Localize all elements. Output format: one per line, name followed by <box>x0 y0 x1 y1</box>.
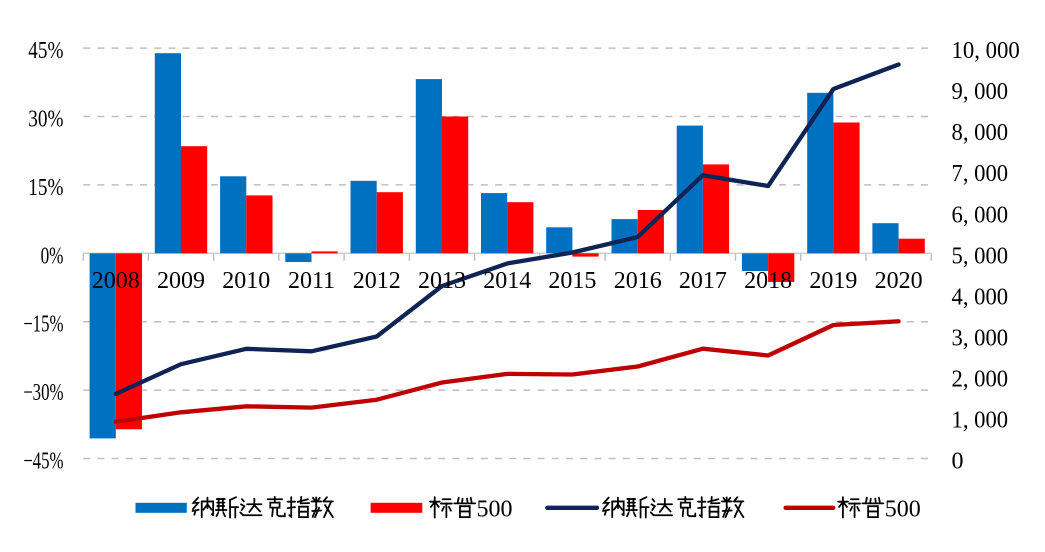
svg-text:−45%: −45% <box>23 449 63 475</box>
svg-text:2, 000: 2, 000 <box>952 366 1009 392</box>
svg-text:0%: 0% <box>41 243 64 269</box>
svg-text:500: 500 <box>477 497 513 523</box>
svg-text:2019: 2019 <box>809 268 857 294</box>
svg-text:2015: 2015 <box>548 268 596 294</box>
svg-text:2009: 2009 <box>157 268 205 294</box>
svg-text:10, 000: 10, 000 <box>952 38 1020 64</box>
svg-text:2011: 2011 <box>288 268 335 294</box>
svg-text:−30%: −30% <box>23 380 63 406</box>
svg-text:3, 000: 3, 000 <box>952 325 1009 351</box>
svg-text:9, 000: 9, 000 <box>952 79 1009 105</box>
svg-text:2010: 2010 <box>222 268 270 294</box>
svg-text:2017: 2017 <box>679 268 727 294</box>
svg-text:2020: 2020 <box>875 268 923 294</box>
svg-text:1, 000: 1, 000 <box>952 408 1009 434</box>
svg-text:4, 000: 4, 000 <box>952 284 1009 310</box>
svg-text:15%: 15% <box>28 175 63 201</box>
svg-text:2018: 2018 <box>744 268 792 294</box>
svg-text:30%: 30% <box>28 107 63 133</box>
svg-text:500: 500 <box>885 497 921 523</box>
svg-text:2012: 2012 <box>353 268 401 294</box>
svg-text:0: 0 <box>952 449 964 475</box>
svg-text:2016: 2016 <box>614 268 662 294</box>
svg-text:2014: 2014 <box>483 268 531 294</box>
svg-text:5, 000: 5, 000 <box>952 243 1009 269</box>
svg-text:2008: 2008 <box>92 268 140 294</box>
svg-text:8, 000: 8, 000 <box>952 120 1009 146</box>
svg-text:45%: 45% <box>28 38 63 64</box>
svg-text:6, 000: 6, 000 <box>952 202 1009 228</box>
svg-text:−15%: −15% <box>23 312 63 338</box>
svg-text:7, 000: 7, 000 <box>952 161 1009 187</box>
svg-text:2013: 2013 <box>418 268 466 294</box>
